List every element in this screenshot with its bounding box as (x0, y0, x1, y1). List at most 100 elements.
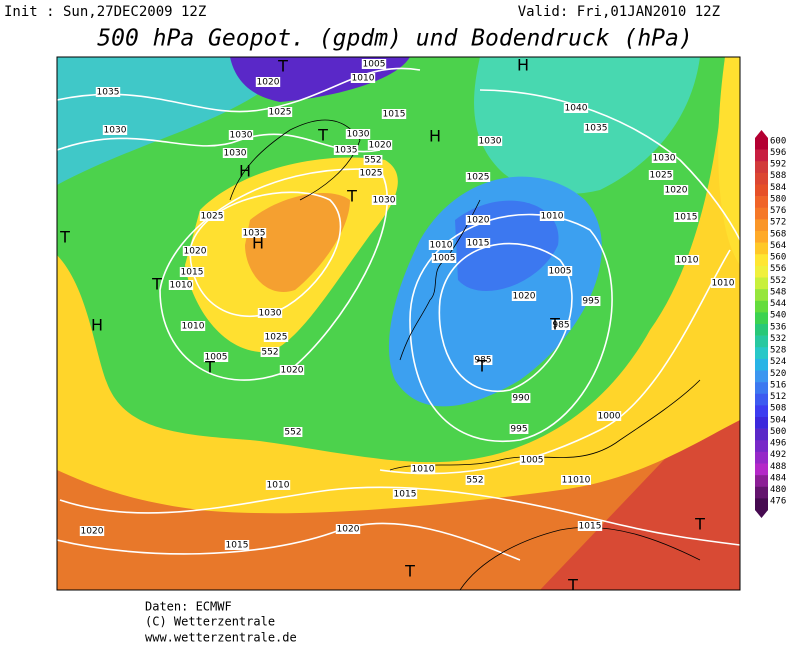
colorbar-label: 508 (770, 404, 786, 414)
colorbar-label: 528 (770, 346, 786, 356)
colorbar-cell (755, 184, 768, 197)
colorbar-label: 484 (770, 473, 786, 483)
isobar-label: 1010 (541, 212, 564, 222)
label-box (241, 228, 267, 238)
label-box (465, 475, 485, 485)
colorbar-label: 548 (770, 287, 786, 297)
label-box (381, 109, 407, 119)
colorbar-cell (755, 277, 768, 290)
colorbar-cell (755, 254, 768, 267)
isobar-label: 1015 (383, 110, 406, 120)
isobar-label: 1030 (259, 309, 282, 319)
coastlines (229, 119, 701, 590)
label-box (596, 411, 622, 421)
colorbar-cell (755, 219, 768, 232)
pressure-center: T (277, 57, 288, 76)
map-area (57, 57, 740, 590)
pressure-center: T (567, 576, 578, 595)
isobar-label: 1005 (433, 254, 456, 264)
isobar-label: 1020 (337, 525, 360, 535)
colorbar-label: 480 (770, 485, 786, 495)
label-box (350, 73, 376, 83)
colorbar-cell (755, 231, 768, 243)
isobar-label: 1010 (412, 465, 435, 475)
isobar-label: 1030 (653, 154, 676, 164)
label-box (263, 332, 289, 342)
colorbar-cell (755, 138, 768, 150)
colorbar-label: 544 (770, 299, 786, 309)
colorbar-label: 496 (770, 439, 786, 449)
isobar-label: 1015 (579, 522, 602, 532)
colorbar-label: 536 (770, 322, 786, 332)
label-box (673, 212, 699, 222)
label-box (345, 129, 371, 139)
isobar-label: 1035 (97, 88, 120, 98)
isobar-label: 1010 (352, 74, 375, 84)
field (245, 192, 350, 292)
isobar-label: 1020 (665, 186, 688, 196)
colorbar-label: 576 (770, 206, 786, 216)
colorbar-cell (755, 358, 768, 371)
label-box (371, 195, 397, 205)
label-box (199, 211, 225, 221)
isobar-label: 1030 (104, 126, 127, 136)
isobar-label: 1010 (676, 256, 699, 266)
label-box (168, 280, 194, 290)
colorbar-cell (755, 207, 768, 220)
isobar-label: 1035 (585, 124, 608, 134)
label-box (431, 253, 457, 263)
label-box (551, 320, 571, 330)
isobars (57, 67, 740, 561)
isobar-label: 1015 (226, 541, 249, 551)
pressure-center: H (517, 56, 529, 75)
colorbar-label: 560 (770, 253, 786, 263)
isobar-label: 1030 (230, 131, 253, 141)
label-box (651, 153, 677, 163)
isobar-label: 1000 (598, 412, 621, 422)
isobar-label: 995 (582, 297, 599, 307)
colorbar-cell (755, 382, 768, 395)
colorbar-label: 588 (770, 171, 786, 181)
label-box (260, 347, 280, 357)
label-box (279, 365, 305, 375)
isobar-label: 985 (552, 321, 569, 331)
label-box (79, 526, 105, 536)
colorbar-cell (755, 440, 768, 453)
label-box (265, 480, 291, 490)
label-box (361, 59, 387, 69)
label-box (539, 211, 565, 221)
label-box (358, 168, 384, 178)
isobar-label: 1040 (565, 104, 588, 114)
label-box (519, 455, 545, 465)
footer-url: www.wetterzentrale.de (145, 631, 297, 645)
colorbar-cell (755, 196, 768, 209)
pressure-center: T (151, 275, 162, 294)
colorbar-cell (755, 149, 768, 162)
pressure-center: T (204, 358, 215, 377)
colorbar-cell (755, 486, 768, 499)
isobar-label: 1020 (184, 247, 207, 257)
label-box (179, 267, 205, 277)
isobar-label: 1025 (467, 173, 490, 183)
isobar-label: 1020 (257, 78, 280, 88)
label-box (410, 464, 436, 474)
footer-source: Daten: ECMWF (145, 600, 232, 614)
colorbar-label: 488 (770, 462, 786, 472)
colorbar-label: 600 (770, 136, 786, 146)
label-box (102, 125, 128, 135)
pressure-center: T (694, 515, 705, 534)
isobar-label: 1015 (675, 213, 698, 223)
isobar-label: 1035 (335, 146, 358, 156)
label-box (583, 123, 609, 133)
isobar-label: 1005 (549, 267, 572, 277)
colorbar: 6005965925885845805765725685645605565525… (755, 130, 786, 518)
isobar-label: 11010 (562, 476, 591, 486)
label-box (95, 87, 121, 97)
colorbar-label: 520 (770, 369, 786, 379)
label-box (267, 107, 293, 117)
colorbar-cell (755, 451, 768, 464)
colorbar-label: 476 (770, 497, 786, 507)
isobar-label: 1025 (650, 171, 673, 181)
colorbar-cell (755, 161, 768, 174)
